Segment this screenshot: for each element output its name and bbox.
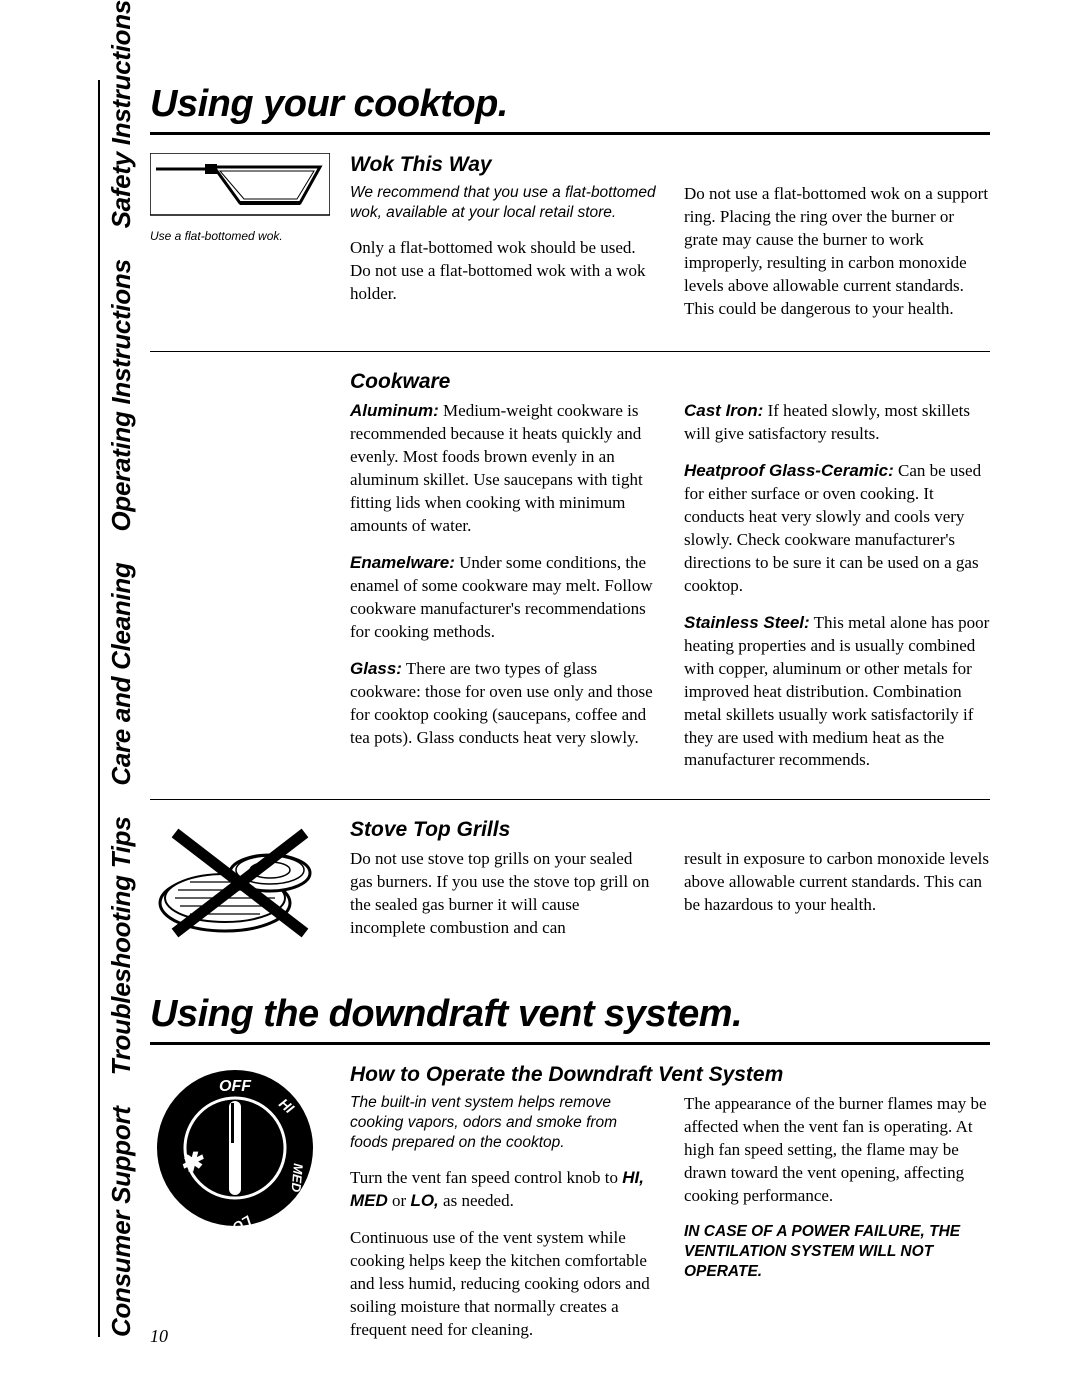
cookware-section: Cookware Aluminum: Medium-weight cookwar… <box>150 370 990 800</box>
cookware-glass: Glass: There are two types of glass cook… <box>350 658 656 750</box>
downdraft-lead: The built-in vent system helps remove co… <box>350 1093 656 1153</box>
cookware-castiron: Cast Iron: If heated slowly, most skille… <box>684 400 990 446</box>
section-title-cooktop: Using your cooktop. <box>150 80 990 135</box>
sidebar-item-consumer-support: Consumer Support <box>106 1106 136 1337</box>
cookware-stainless: Stainless Steel: This metal alone has po… <box>684 612 990 773</box>
grills-paragraph-2: result in exposure to carbon monoxide le… <box>684 848 990 917</box>
wok-illustration-icon <box>150 153 330 223</box>
wok-caption: Use a flat-bottomed wok. <box>150 229 334 243</box>
wok-lead-text: We recommend that you use a flat-bottome… <box>350 183 656 223</box>
wok-paragraph-1: Only a flat-bottomed wok should be used.… <box>350 237 656 306</box>
sidebar-item-safety-instructions: Safety Instructions <box>106 0 136 228</box>
cookware-glassceramic: Heatproof Glass-Ceramic: Can be used for… <box>684 460 990 598</box>
grills-heading: Stove Top Grills <box>350 818 990 842</box>
svg-text:OFF: OFF <box>219 1078 252 1095</box>
downdraft-paragraph-1: Turn the vent fan speed control knob to … <box>350 1167 656 1213</box>
cookware-enamelware: Enamelware: Under some conditions, the e… <box>350 552 656 644</box>
downdraft-paragraph-2: Continuous use of the vent system while … <box>350 1227 656 1342</box>
page-content: Using your cooktop. Use a flat-bottomed … <box>150 80 990 1342</box>
grills-section: Stove Top Grills Do not use stove top gr… <box>150 818 990 972</box>
grill-crossout-icon <box>150 818 320 948</box>
downdraft-section: OFF HI MED LO ✱ How to Operate the Downd… <box>150 1063 990 1342</box>
sidebar-item-care-cleaning: Care and Cleaning <box>106 562 136 785</box>
cookware-aluminum: Aluminum: Medium-weight cookware is reco… <box>350 400 656 538</box>
sidebar-item-troubleshooting: Troubleshooting Tips <box>106 817 136 1076</box>
cookware-heading: Cookware <box>350 370 990 394</box>
downdraft-heading: How to Operate the Downdraft Vent System <box>350 1063 990 1087</box>
sidebar-tabs: Consumer Support Troubleshooting Tips Ca… <box>98 80 138 1337</box>
section-title-downdraft: Using the downdraft vent system. <box>150 990 990 1045</box>
svg-text:✱: ✱ <box>180 1147 204 1177</box>
sidebar-item-operating-instructions: Operating Instructions <box>106 259 136 531</box>
svg-text:MED: MED <box>288 1163 306 1194</box>
wok-section: Use a flat-bottomed wok. Wok This Way We… <box>150 153 990 352</box>
wok-paragraph-2: Do not use a flat-bottomed wok on a supp… <box>684 183 990 321</box>
wok-heading: Wok This Way <box>350 153 990 177</box>
page-number: 10 <box>150 1326 168 1347</box>
downdraft-warning: IN CASE OF A POWER FAILURE, THE VENTILAT… <box>684 1222 990 1282</box>
control-knob-icon: OFF HI MED LO ✱ <box>150 1063 320 1233</box>
downdraft-paragraph-3: The appearance of the burner flames may … <box>684 1093 990 1208</box>
grills-paragraph-1: Do not use stove top grills on your seal… <box>350 848 656 940</box>
